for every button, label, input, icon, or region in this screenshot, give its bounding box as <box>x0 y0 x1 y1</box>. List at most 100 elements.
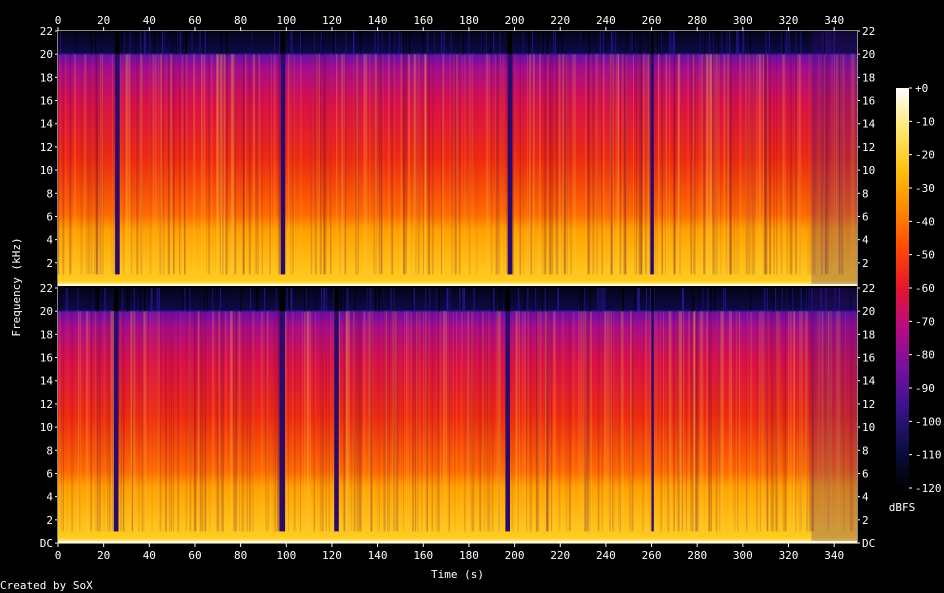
y-tick-label: 14 <box>862 375 876 388</box>
y-tick-label: 14 <box>40 118 54 131</box>
y-tick-label: 20 <box>40 48 53 61</box>
dc-band <box>58 284 857 286</box>
x-tick-label: 160 <box>413 549 433 562</box>
y-tick-label: 6 <box>46 467 53 480</box>
x-tick-label: 0 <box>55 549 62 562</box>
y-tick-label: 18 <box>40 71 53 84</box>
y-tick-label: 8 <box>46 187 53 200</box>
x-tick-label: 120 <box>322 549 342 562</box>
y-tick-label: DC <box>862 537 875 550</box>
x-tick-label: 120 <box>322 14 342 27</box>
quiet-gap-top <box>651 288 654 312</box>
colorbar-tick-label: -60 <box>915 282 935 295</box>
y-tick-label: 4 <box>46 234 53 247</box>
x-tick-label: 20 <box>97 549 110 562</box>
y-tick-label: DC <box>40 537 53 550</box>
y-tick-label: 22 <box>862 25 875 38</box>
x-tick-label: 100 <box>276 549 296 562</box>
x-tick-label: 220 <box>550 549 570 562</box>
y-tick-label: 14 <box>862 118 876 131</box>
y-tick-label: 10 <box>862 164 875 177</box>
x-tick-label: 60 <box>188 14 201 27</box>
x-tick-label: 40 <box>143 14 156 27</box>
quiet-gap <box>651 288 654 532</box>
x-tick-label: 200 <box>505 549 525 562</box>
x-axis-label: Time (s) <box>431 568 484 581</box>
x-tick-label: 80 <box>234 549 247 562</box>
y-tick-label: 4 <box>862 491 869 504</box>
x-tick-label: 300 <box>733 14 753 27</box>
x-tick-label: 260 <box>642 549 662 562</box>
dc-band <box>58 541 857 543</box>
colorbar-gradient <box>896 88 909 488</box>
colorbar-tick-label: -30 <box>915 182 935 195</box>
y-tick-label: 8 <box>46 444 53 457</box>
colorbar-tick-label: -100 <box>915 415 942 428</box>
x-tick-label: 220 <box>550 14 570 27</box>
quiet-gap <box>334 288 339 532</box>
y-tick-label: 20 <box>862 48 875 61</box>
colorbar-tick-label: +0 <box>915 82 928 95</box>
y-tick-label: 12 <box>40 398 53 411</box>
colorbar-tick-label: -10 <box>915 115 935 128</box>
x-tick-label: 320 <box>779 14 799 27</box>
quiet-gap <box>280 31 286 275</box>
x-tick-label: 40 <box>143 549 156 562</box>
y-tick-label: 12 <box>862 398 875 411</box>
x-tick-label: 280 <box>687 549 707 562</box>
y-tick-label: 16 <box>862 352 875 365</box>
quiet-gap <box>507 31 513 275</box>
y-tick-label: 12 <box>862 141 875 154</box>
quiet-gap <box>113 288 119 532</box>
x-tick-label: 240 <box>596 14 616 27</box>
y-tick-label: 16 <box>862 95 875 108</box>
y-tick-label: 8 <box>862 187 869 200</box>
x-tick-label: 60 <box>188 549 201 562</box>
created-by-credit: Created by SoX <box>0 579 93 592</box>
colorbar-tick-label: -110 <box>915 449 942 462</box>
y-tick-label: 10 <box>862 421 875 434</box>
y-tick-label: 18 <box>862 328 875 341</box>
x-tick-label: 0 <box>55 14 62 27</box>
x-tick-label: 180 <box>459 549 479 562</box>
x-tick-label: 160 <box>413 14 433 27</box>
colorbar-tick-label: -80 <box>915 349 935 362</box>
y-tick-label: 22 <box>862 282 875 295</box>
y-tick-label: 4 <box>46 491 53 504</box>
spectrogram-channel-1 <box>58 31 857 286</box>
quiet-gap <box>650 31 654 275</box>
colorbar-tick-label: -120 <box>915 482 942 495</box>
fade-out <box>811 31 857 286</box>
y-tick-label: 10 <box>40 421 53 434</box>
spectrogram-channel-2 <box>58 288 858 543</box>
x-tick-label: 340 <box>824 14 844 27</box>
x-tick-label: 200 <box>505 14 525 27</box>
y-tick-label: 14 <box>40 375 54 388</box>
x-tick-label: 180 <box>459 14 479 27</box>
y-tick-label: 4 <box>862 234 869 247</box>
y-tick-label: 6 <box>46 210 53 223</box>
x-tick-label: 20 <box>97 14 110 27</box>
quiet-gap <box>115 31 120 275</box>
colorbar-tick-label: -50 <box>915 249 935 262</box>
x-tick-label: 340 <box>824 549 844 562</box>
y-tick-label: 2 <box>862 514 869 527</box>
quiet-gap-top <box>507 31 513 55</box>
y-tick-label: 12 <box>40 141 53 154</box>
colorbar-tick-label: -40 <box>915 215 935 228</box>
quiet-gap-top <box>505 288 510 312</box>
y-tick-label: 18 <box>862 71 875 84</box>
x-tick-label: 140 <box>368 14 388 27</box>
y-tick-label: 18 <box>40 328 53 341</box>
y-tick-label: 16 <box>40 352 53 365</box>
quiet-gap-top <box>115 31 120 55</box>
x-tick-label: 320 <box>779 549 799 562</box>
y-tick-label: 22 <box>40 25 53 38</box>
y-tick-label: 8 <box>862 444 869 457</box>
spectrum-texture <box>58 31 856 275</box>
colorbar-tick-label: -20 <box>915 149 935 162</box>
y-tick-label: 2 <box>46 257 53 270</box>
fade-out <box>811 288 857 543</box>
spectrum-texture <box>58 288 858 532</box>
quiet-gap-top <box>279 288 286 312</box>
